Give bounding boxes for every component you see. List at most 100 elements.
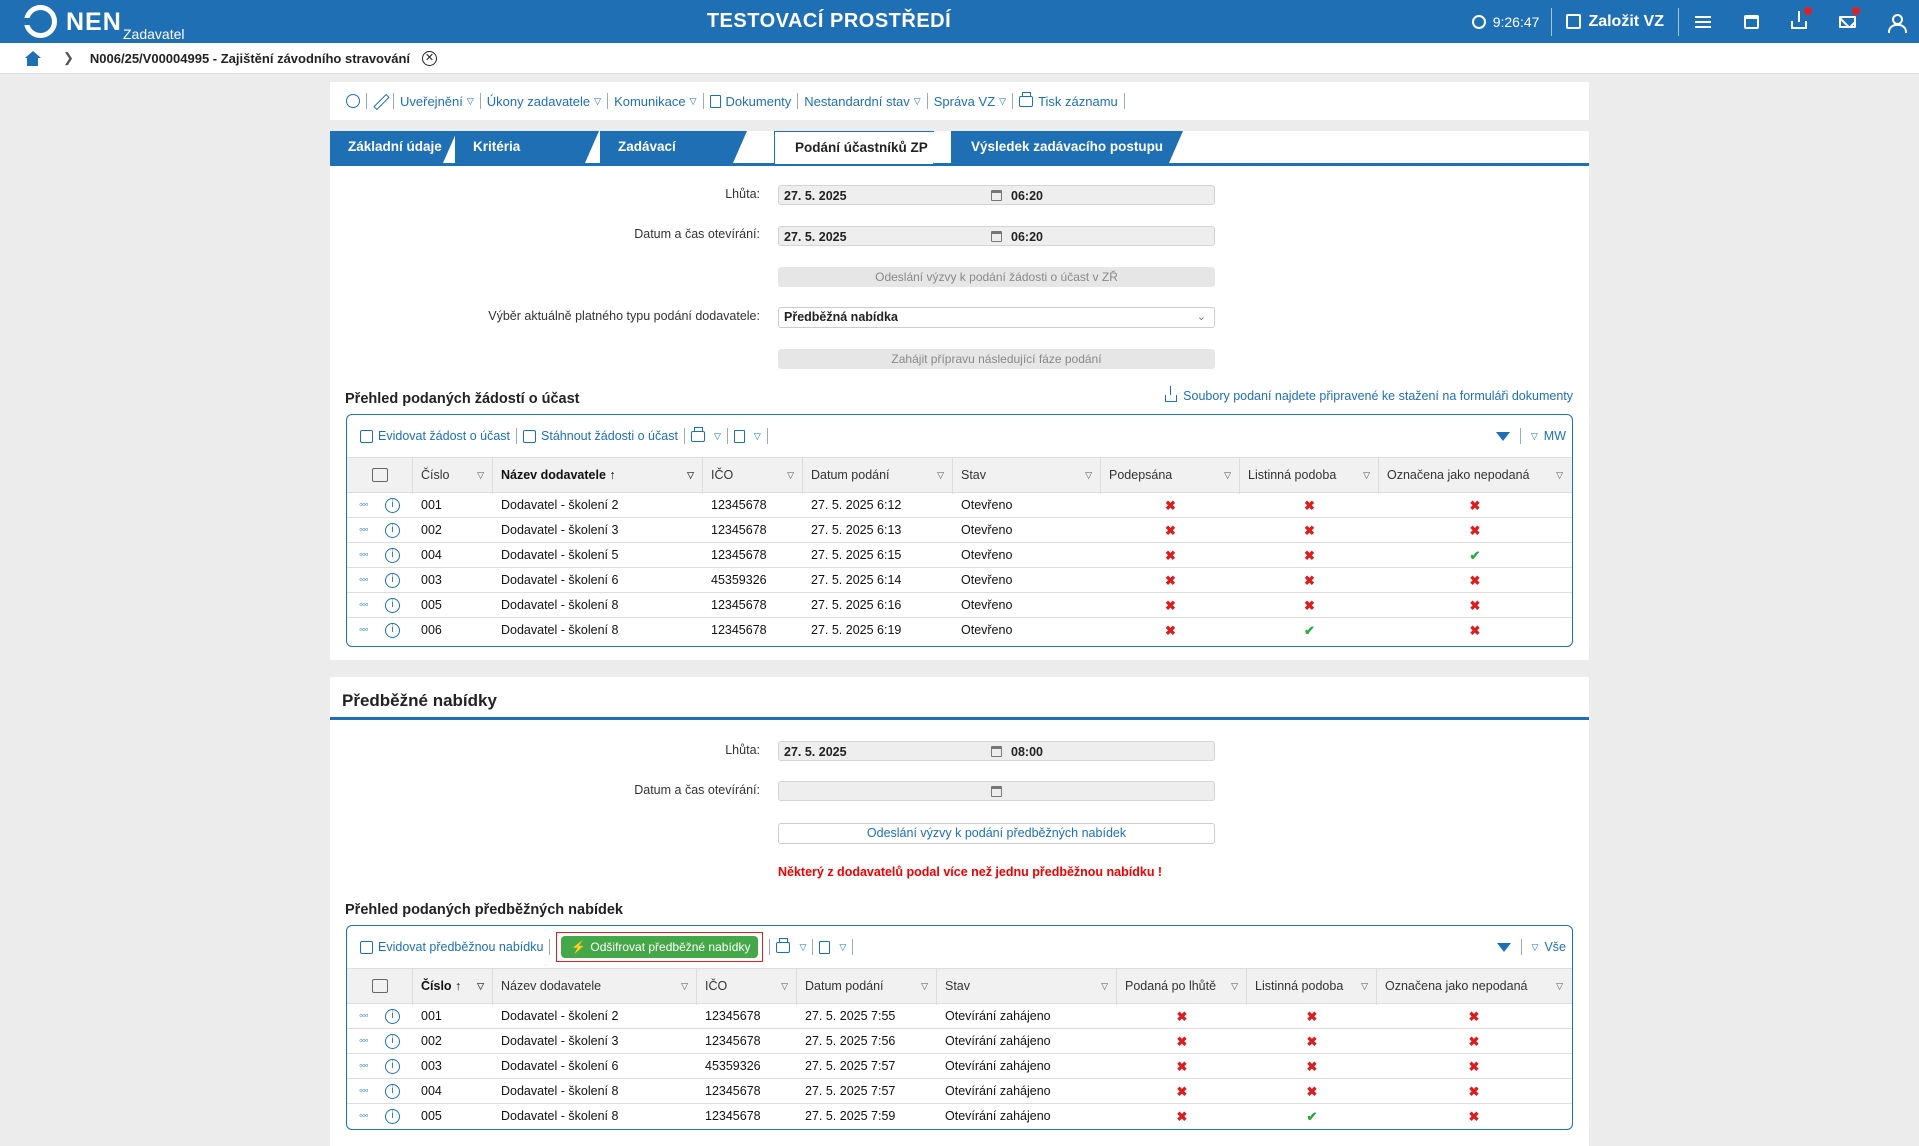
col-stav[interactable]: Stav ▽ (937, 969, 1117, 1005)
col-podepsana[interactable]: Podepsána ▽ (1101, 458, 1240, 494)
files-link[interactable]: Soubory podaní najdete připravené ke sta… (1165, 386, 1573, 403)
table-row[interactable]: ◦◦◦ i 002 Dodavatel - školení 3 12345678 27. … (347, 1029, 1572, 1054)
tab-kriteria[interactable]: Kritéria hodnocení (455, 131, 599, 186)
tab-zakladni-udaje[interactable]: Základní údaje (330, 131, 457, 163)
menu-komunikace[interactable]: Komunikace ▽ (608, 94, 702, 109)
col-stav[interactable]: Stav ▽ (953, 458, 1101, 494)
table-row[interactable]: ◦◦◦ i 006 Dodavatel - školení 8 12345678 27. … (347, 618, 1572, 643)
row-actions-icon[interactable]: ◦◦◦ (359, 549, 369, 561)
menu-tisk[interactable]: Tisk záznamu (1013, 91, 1124, 109)
cell-datum: 27. 5. 2025 6:19 (811, 623, 902, 637)
table-row[interactable]: ◦◦◦ i 003 Dodavatel - školení 6 45359326 27. … (347, 1054, 1572, 1079)
tab-zadavaci-podminky[interactable]: Zadávací podmínky (600, 131, 747, 186)
info-icon[interactable]: i (385, 623, 400, 638)
col-listinna[interactable]: Listinná podoba ▽ (1247, 969, 1377, 1005)
col-datum[interactable]: Datum podání ▽ (803, 458, 953, 494)
col-ico[interactable]: IČO ▽ (703, 458, 803, 494)
table-row[interactable]: ◦◦◦ i 002 Dodavatel - školení 3 12345678 27. … (347, 518, 1572, 543)
menu-nestandardni-stav[interactable]: Nestandardní stav ▽ (798, 94, 926, 109)
table-row[interactable]: ◦◦◦ i 004 Dodavatel - školení 8 12345678 27. … (347, 1079, 1572, 1104)
home-icon[interactable] (24, 50, 41, 66)
caret-down-icon[interactable]: ▽ (1531, 941, 1539, 952)
menu-uverejneni[interactable]: Uveřejnění ▽ (394, 94, 480, 109)
info-icon[interactable]: i (385, 1084, 400, 1099)
cell-stav: Otevírání zahájeno (945, 1034, 1051, 1048)
grid-print-button[interactable]: ▽ (770, 937, 812, 953)
close-icon[interactable]: ✕ (422, 50, 437, 66)
filter-icon[interactable] (1496, 942, 1511, 952)
menu-button[interactable] (1679, 0, 1727, 43)
calendar-button[interactable] (1727, 0, 1775, 43)
tab-vysledek[interactable]: Výsledek zadávacího postupu (951, 131, 1183, 163)
menu-dokumenty[interactable]: Dokumenty (704, 94, 798, 109)
cross-icon: ✖ (1306, 1034, 1318, 1049)
caret-down-icon[interactable]: ▽ (1530, 430, 1538, 441)
menu-ukony[interactable]: Úkony zadavatele ▽ (481, 94, 607, 109)
row-actions-icon[interactable]: ◦◦◦ (359, 1110, 369, 1122)
info-icon[interactable]: i (385, 1009, 400, 1024)
downloads-button[interactable] (1775, 0, 1823, 43)
col-nepodana[interactable]: Označena jako nepodaná ▽ (1379, 458, 1571, 494)
breadcrumb-item[interactable]: N006/25/V00004995 - Zajištění závodního … (89, 50, 410, 66)
col-po-lhute[interactable]: Podaná po lhůtě ▽ (1117, 969, 1247, 1005)
create-vz-button[interactable]: Založit VZ (1552, 13, 1678, 31)
cross-icon: ✖ (1306, 1059, 1318, 1074)
row-actions-icon[interactable]: ◦◦◦ (359, 1010, 369, 1022)
grid-export-button[interactable]: ▽ (813, 940, 852, 954)
grid-view-select[interactable]: Vše (1544, 940, 1566, 954)
col-datum[interactable]: Datum podání ▽ (797, 969, 937, 1005)
evidovat-nabidku-button[interactable]: Evidovat předběžnou nabídku (354, 940, 549, 954)
cross-icon: ✖ (1304, 573, 1315, 588)
grid-view-select[interactable]: MW (1543, 429, 1566, 443)
col-ico[interactable]: IČO ▽ (697, 969, 797, 1005)
row-actions-icon[interactable]: ◦◦◦ (359, 524, 369, 536)
table-row[interactable]: ◦◦◦ i 005 Dodavatel - školení 8 12345678 27. … (347, 593, 1572, 618)
tab-podani-ucastniku[interactable]: Podání účastníků ZP (774, 131, 947, 164)
edit-button[interactable] (367, 94, 393, 108)
send-preliminary-invitation-button[interactable]: Odeslání výzvy k podání předběžných nabí… (778, 823, 1215, 844)
menu-sprava-vz[interactable]: Správa VZ ▽ (928, 94, 1012, 109)
table-row[interactable]: ◦◦◦ i 005 Dodavatel - školení 8 12345678 27. … (347, 1104, 1572, 1129)
row-actions-icon[interactable]: ◦◦◦ (359, 499, 369, 511)
col-nazev[interactable]: Název dodavatele ▽ (493, 969, 697, 1005)
evidovat-zadost-button[interactable]: Evidovat žádost o účast (354, 429, 516, 443)
user-button[interactable] (1871, 0, 1919, 43)
info-icon[interactable]: i (385, 523, 400, 538)
info-icon[interactable]: i (385, 573, 400, 588)
grid-export-button[interactable]: ▽ (728, 429, 767, 443)
info-icon[interactable]: i (385, 498, 400, 513)
col-nepodana[interactable]: Označena jako nepodaná ▽ (1377, 969, 1571, 1005)
table-row[interactable]: ◦◦◦ i 004 Dodavatel - školení 5 12345678 27. … (347, 543, 1572, 568)
row-actions-icon[interactable]: ◦◦◦ (359, 574, 369, 586)
grid-print-button[interactable]: ▽ (685, 426, 727, 442)
row-actions-icon[interactable]: ◦◦◦ (359, 624, 369, 636)
row-actions-icon[interactable]: ◦◦◦ (359, 599, 369, 611)
info-icon[interactable]: i (385, 1109, 400, 1124)
decrypt-offers-button[interactable]: ⚡ Odšifrovat předběžné nabídky (561, 936, 759, 958)
column-settings[interactable] (347, 458, 413, 494)
table-row[interactable]: ◦◦◦ i 001 Dodavatel - školení 2 12345678 27. … (347, 1004, 1572, 1029)
info-icon[interactable]: i (385, 1034, 400, 1049)
row-actions-icon[interactable]: ◦◦◦ (359, 1085, 369, 1097)
cross-icon: ✖ (1176, 1034, 1188, 1049)
messages-button[interactable] (1823, 0, 1871, 43)
type-select[interactable]: Předběžná nabídka ⌄ (778, 307, 1215, 328)
column-settings[interactable] (347, 969, 413, 1005)
info-icon[interactable]: i (385, 548, 400, 563)
col-nazev[interactable]: Název dodavatele ↑ ▽ (493, 458, 703, 494)
col-cislo[interactable]: Číslo ▽ (413, 458, 493, 494)
table-row[interactable]: ◦◦◦ i 001 Dodavatel - školení 2 12345678 27. … (347, 493, 1572, 518)
table-row[interactable]: ◦◦◦ i 003 Dodavatel - školení 6 45359326 27. … (347, 568, 1572, 593)
cell-datum: 27. 5. 2025 7:57 (805, 1084, 896, 1098)
col-listinna[interactable]: Listinná podoba ▽ (1240, 458, 1379, 494)
filter-icon[interactable] (1495, 431, 1510, 441)
info-icon[interactable]: i (385, 1059, 400, 1074)
nen-logo[interactable]: NEN (23, 5, 122, 38)
row-actions-icon[interactable]: ◦◦◦ (359, 1035, 369, 1047)
filter-caret-icon: ▽ (1085, 470, 1092, 480)
col-cislo[interactable]: Číslo ↑ ▽ (413, 969, 493, 1005)
refresh-button[interactable] (340, 94, 366, 108)
info-icon[interactable]: i (385, 598, 400, 613)
row-actions-icon[interactable]: ◦◦◦ (359, 1060, 369, 1072)
stahnout-zadosti-button[interactable]: Stáhnout žádosti o účast (517, 429, 684, 443)
